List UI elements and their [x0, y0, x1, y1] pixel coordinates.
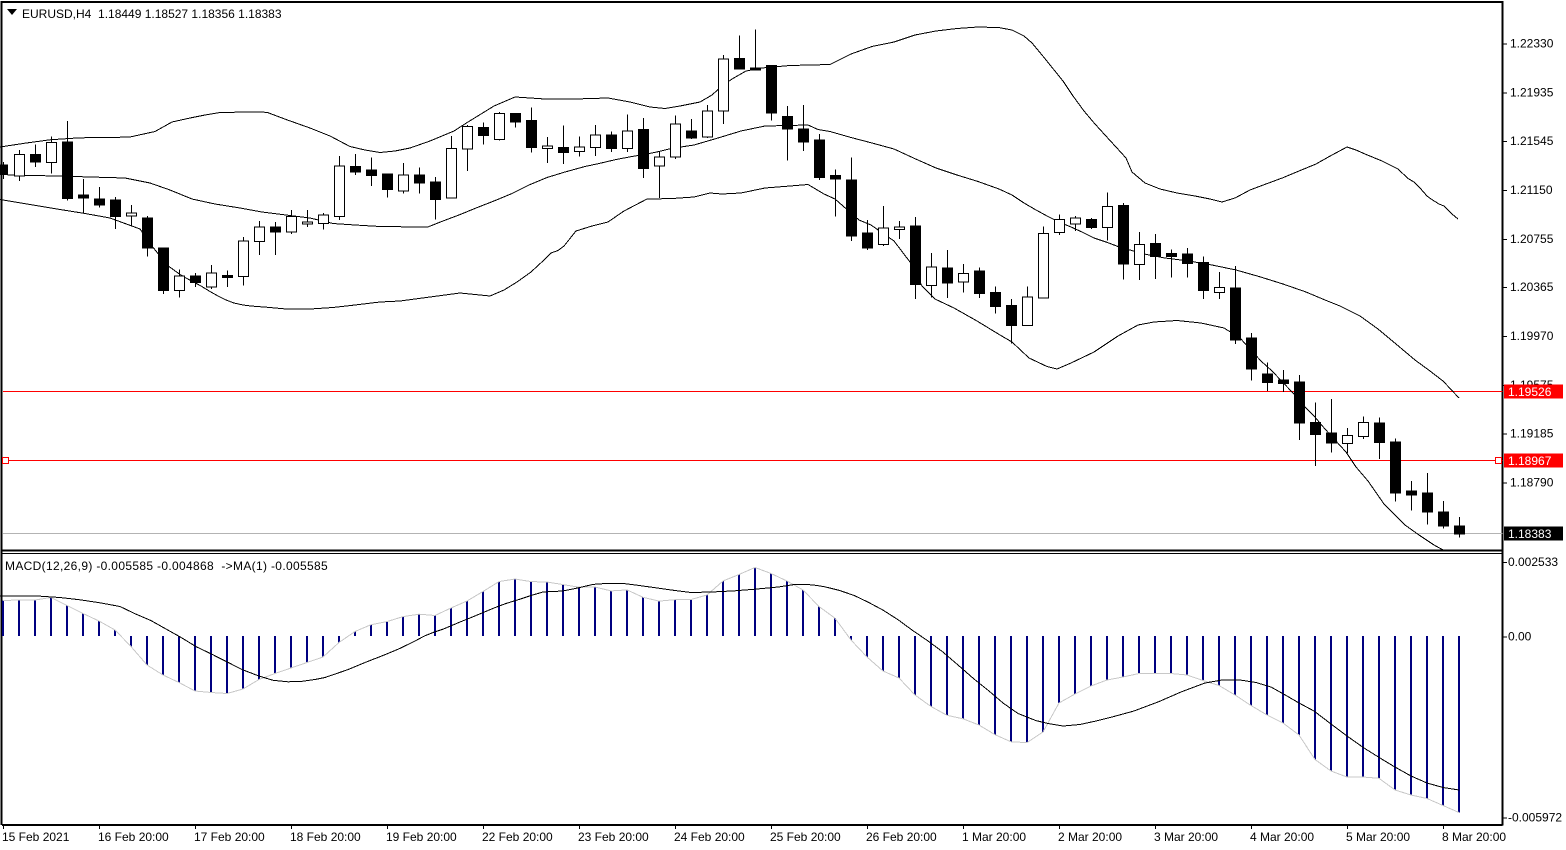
svg-text:1.20365: 1.20365 — [1510, 280, 1554, 294]
svg-text:1.20755: 1.20755 — [1510, 232, 1554, 246]
svg-text:EURUSD,H4 1.18449 1.18527 1.1: EURUSD,H4 1.18449 1.18527 1.18356 1.1838… — [22, 7, 282, 21]
svg-text:26 Feb 20:00: 26 Feb 20:00 — [866, 830, 937, 844]
svg-text:MACD(12,26,9) -0.005585 -0.004: MACD(12,26,9) -0.005585 -0.004868 ->MA(1… — [5, 559, 328, 573]
svg-text:19 Feb 20:00: 19 Feb 20:00 — [386, 830, 457, 844]
svg-text:0.00: 0.00 — [1508, 630, 1532, 644]
svg-text:1.21150: 1.21150 — [1510, 183, 1553, 197]
svg-text:15 Feb 2021: 15 Feb 2021 — [2, 830, 70, 844]
svg-text:18 Feb 20:00: 18 Feb 20:00 — [290, 830, 361, 844]
svg-text:4 Mar 20:00: 4 Mar 20:00 — [1250, 830, 1314, 844]
svg-text:1.18383: 1.18383 — [1508, 527, 1552, 541]
svg-text:1.21545: 1.21545 — [1510, 134, 1554, 148]
svg-text:2 Mar 20:00: 2 Mar 20:00 — [1058, 830, 1122, 844]
svg-text:25 Feb 20:00: 25 Feb 20:00 — [770, 830, 841, 844]
svg-text:8 Mar 20:00: 8 Mar 20:00 — [1442, 830, 1506, 844]
svg-text:23 Feb 20:00: 23 Feb 20:00 — [578, 830, 649, 844]
svg-text:0.002533: 0.002533 — [1508, 555, 1558, 569]
svg-text:16 Feb 20:00: 16 Feb 20:00 — [98, 830, 169, 844]
svg-text:22 Feb 20:00: 22 Feb 20:00 — [482, 830, 553, 844]
svg-text:1.18790: 1.18790 — [1510, 476, 1554, 490]
svg-text:1.21935: 1.21935 — [1510, 85, 1554, 99]
svg-text:5 Mar 20:00: 5 Mar 20:00 — [1346, 830, 1410, 844]
svg-text:3 Mar 20:00: 3 Mar 20:00 — [1154, 830, 1218, 844]
svg-text:1.19970: 1.19970 — [1510, 329, 1554, 343]
svg-text:1.22330: 1.22330 — [1510, 36, 1554, 50]
svg-text:24 Feb 20:00: 24 Feb 20:00 — [674, 830, 745, 844]
svg-text:17 Feb 20:00: 17 Feb 20:00 — [194, 830, 265, 844]
svg-text:1.19526: 1.19526 — [1508, 385, 1552, 399]
svg-text:1.19185: 1.19185 — [1510, 427, 1554, 441]
svg-text:1.18967: 1.18967 — [1508, 454, 1552, 468]
svg-text:1 Mar 20:00: 1 Mar 20:00 — [962, 830, 1026, 844]
svg-text:-0.005972: -0.005972 — [1508, 811, 1562, 825]
